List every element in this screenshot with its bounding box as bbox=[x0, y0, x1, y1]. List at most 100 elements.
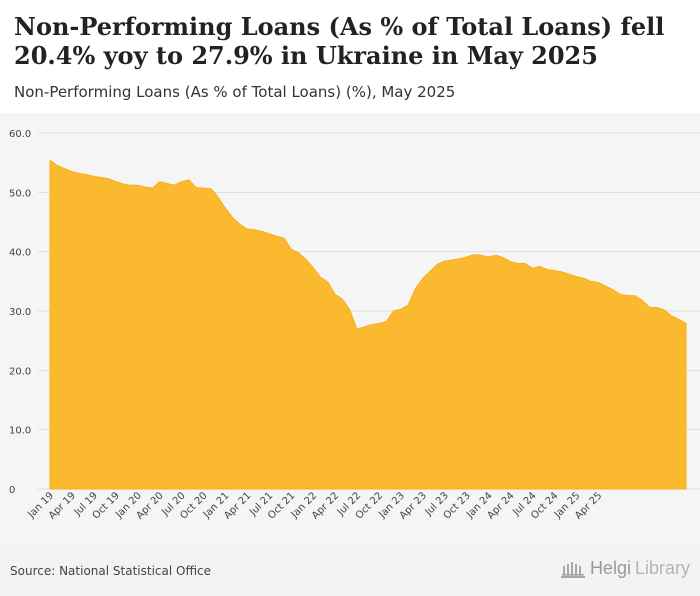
data-point bbox=[604, 284, 608, 288]
data-point bbox=[282, 236, 286, 240]
data-point bbox=[231, 216, 235, 220]
data-point bbox=[633, 294, 637, 298]
data-point bbox=[392, 309, 396, 313]
data-point bbox=[70, 170, 74, 174]
data-point bbox=[582, 276, 586, 280]
data-point bbox=[487, 255, 491, 259]
footer: Source: National Statistical Office Helg… bbox=[0, 548, 700, 596]
data-point bbox=[472, 253, 476, 257]
data-point bbox=[355, 327, 359, 331]
data-point bbox=[684, 321, 688, 325]
data-point bbox=[560, 270, 564, 274]
chart-subtitle: Non-Performing Loans (As % of Total Loan… bbox=[14, 83, 456, 101]
data-point bbox=[158, 180, 162, 184]
data-point bbox=[370, 323, 374, 327]
data-point bbox=[530, 266, 534, 270]
data-point bbox=[289, 247, 293, 251]
data-point bbox=[457, 257, 461, 261]
data-point bbox=[406, 303, 410, 307]
data-point bbox=[348, 308, 352, 312]
data-point bbox=[275, 234, 279, 238]
data-point bbox=[92, 174, 96, 178]
data-point bbox=[253, 228, 257, 232]
y-tick-label: 50.0 bbox=[9, 188, 31, 199]
logo-text-main: Helgi bbox=[589, 558, 631, 578]
data-point bbox=[640, 298, 644, 302]
data-point bbox=[545, 267, 549, 271]
data-point bbox=[362, 325, 366, 329]
data-point bbox=[245, 227, 249, 231]
data-point bbox=[399, 307, 403, 311]
data-point bbox=[77, 171, 81, 175]
data-point bbox=[121, 182, 125, 186]
data-point bbox=[326, 280, 330, 284]
data-point bbox=[443, 259, 447, 263]
data-area-layer bbox=[48, 158, 688, 490]
data-point bbox=[662, 308, 666, 312]
data-point bbox=[421, 276, 425, 280]
data-point bbox=[55, 164, 59, 168]
data-point bbox=[450, 258, 454, 262]
data-point bbox=[187, 178, 191, 182]
data-point bbox=[136, 183, 140, 187]
data-point bbox=[618, 292, 622, 296]
data-point bbox=[143, 185, 147, 189]
data-point bbox=[465, 255, 469, 259]
data-point bbox=[128, 183, 132, 187]
data-point bbox=[340, 297, 344, 301]
data-point bbox=[238, 222, 242, 226]
data-point bbox=[516, 262, 520, 266]
y-tick-label: 40.0 bbox=[9, 248, 31, 259]
data-point bbox=[523, 262, 527, 266]
logo-text-suffix: Library bbox=[634, 558, 690, 578]
data-point bbox=[267, 232, 271, 236]
data-point bbox=[647, 305, 651, 309]
data-point bbox=[509, 260, 513, 264]
data-point bbox=[209, 187, 213, 191]
data-point bbox=[333, 292, 337, 296]
y-axis-ticks: 0 10.0 20.0 30.0 40.0 50.0 60.0 bbox=[9, 129, 31, 496]
data-point bbox=[180, 180, 184, 184]
y-tick-label: 30.0 bbox=[9, 307, 31, 318]
data-point bbox=[318, 275, 322, 279]
data-point bbox=[216, 195, 220, 199]
y-tick-label: 10.0 bbox=[9, 426, 31, 437]
data-point bbox=[150, 186, 154, 190]
library-building-icon bbox=[560, 561, 585, 578]
data-point bbox=[99, 176, 103, 180]
data-point bbox=[567, 272, 571, 276]
data-point bbox=[611, 288, 615, 292]
data-point bbox=[494, 253, 498, 257]
data-point bbox=[106, 177, 110, 181]
data-point bbox=[669, 314, 673, 318]
data-point bbox=[435, 262, 439, 266]
data-point bbox=[63, 167, 67, 171]
data-point bbox=[202, 186, 206, 190]
data-point bbox=[165, 181, 169, 185]
data-point bbox=[552, 269, 556, 273]
y-tick-label: 20.0 bbox=[9, 366, 31, 377]
data-point bbox=[677, 317, 681, 321]
data-point bbox=[48, 158, 52, 162]
data-point bbox=[194, 186, 198, 190]
data-point bbox=[172, 183, 176, 187]
data-point bbox=[260, 229, 264, 233]
series-area bbox=[49, 159, 687, 490]
data-point bbox=[501, 256, 505, 260]
data-point bbox=[304, 257, 308, 261]
data-point bbox=[626, 294, 630, 298]
data-point bbox=[384, 320, 388, 324]
data-point bbox=[223, 206, 227, 210]
data-point bbox=[538, 265, 542, 269]
data-point bbox=[589, 279, 593, 283]
data-point bbox=[114, 180, 118, 184]
y-tick-label: 0 bbox=[9, 485, 15, 496]
helgi-library-logo[interactable]: Helgi Library bbox=[560, 558, 690, 579]
data-point bbox=[428, 269, 432, 273]
chart-title: Non-Performing Loans (As % of Total Loan… bbox=[14, 12, 665, 70]
data-point bbox=[85, 173, 89, 177]
data-point bbox=[414, 286, 418, 290]
data-point bbox=[479, 253, 483, 257]
